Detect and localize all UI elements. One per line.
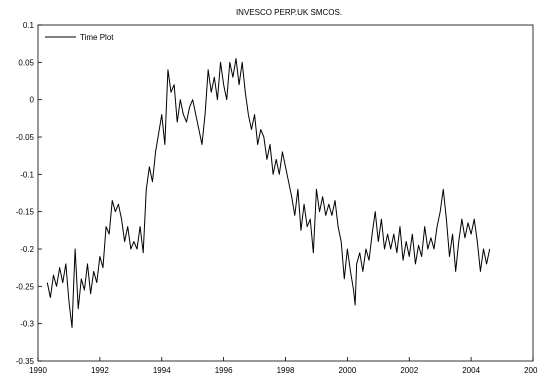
x-tick-label: 2006 xyxy=(524,366,538,375)
x-tick-label: 2004 xyxy=(462,366,480,375)
x-axis: 1990 1992 1994 1996 1998 2000 2002 2004 2006 xyxy=(29,357,538,375)
x-tick-label: 2002 xyxy=(400,366,418,375)
y-tick-label: 0 xyxy=(30,96,35,105)
x-tick-label: 2000 xyxy=(338,366,356,375)
x-tick-label: 1996 xyxy=(215,366,233,375)
plot-frame xyxy=(37,24,534,362)
chart-title: INVESCO PERP.UK SMCOS. xyxy=(236,8,342,17)
y-tick-label: -0.25 xyxy=(16,282,35,291)
y-tick-label: -0.3 xyxy=(20,320,34,329)
x-tick-label: 1992 xyxy=(91,366,109,375)
legend-label: Time Plot xyxy=(80,33,114,42)
y-tick-label: -0.1 xyxy=(20,170,34,179)
x-tick-label: 1998 xyxy=(277,366,295,375)
y-tick-label: -0.2 xyxy=(20,245,34,254)
y-axis: 0.1 0.05 0 -0.05 -0.1 -0.15 -0.2 -0.25 -0.3 -0.35 xyxy=(16,21,42,366)
x-tick-label: 1990 xyxy=(29,366,47,375)
series-layer xyxy=(46,58,491,328)
y-tick-label: -0.35 xyxy=(16,357,35,366)
legend: Time Plot xyxy=(45,33,114,42)
y-tick-label: -0.05 xyxy=(16,133,35,142)
series-line xyxy=(46,58,491,328)
x-tick-label: 1994 xyxy=(153,366,171,375)
y-tick-label: 0.1 xyxy=(23,21,35,30)
y-tick-label: -0.15 xyxy=(16,208,35,217)
y-tick-label: 0.05 xyxy=(18,58,34,67)
